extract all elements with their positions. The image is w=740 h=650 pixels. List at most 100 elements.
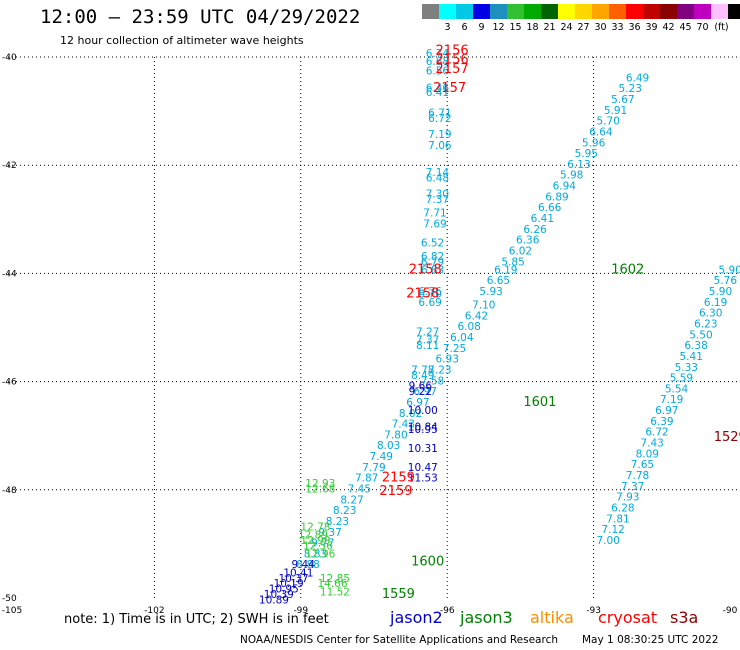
data-point-label: 7.58 xyxy=(421,375,444,387)
data-point-label: 5.96 xyxy=(582,137,606,149)
data-point-label: 6.48 xyxy=(426,172,449,184)
data-point-label: 7.45 xyxy=(348,484,371,496)
data-point-label: 10.47 xyxy=(408,462,438,474)
footer-timestamp: May 1 08:30:25 UTC 2022 xyxy=(582,634,719,646)
data-point-label: 7.37 xyxy=(426,194,449,206)
data-point-label: 6.69 xyxy=(418,297,441,309)
legend-label: 15 xyxy=(509,22,522,33)
data-point-label: 10.19 xyxy=(274,578,304,590)
x-tick-label: -96 xyxy=(440,606,455,616)
data-point-label: 2157 xyxy=(433,81,466,96)
legend-swatch xyxy=(524,4,541,19)
data-point-label: 7.37 xyxy=(416,335,439,347)
data-point-label: 8.49 xyxy=(411,370,434,382)
data-point-label: 7.19 xyxy=(428,129,451,141)
legend-swatch xyxy=(507,4,524,19)
data-point-label: 8.23 xyxy=(326,516,349,528)
data-point-label: 6.79 xyxy=(421,256,444,268)
data-point-label: 6.97 xyxy=(655,405,678,417)
legend-swatch xyxy=(592,4,609,19)
data-point-label: 10.37 xyxy=(278,573,308,585)
data-point-label: 6.82 xyxy=(421,251,444,263)
legend-label: 45 xyxy=(679,22,692,33)
legend-swatch xyxy=(575,4,592,19)
data-point-label: 6.36 xyxy=(516,235,540,247)
data-point-label: 12.68 xyxy=(305,484,335,496)
legend-label: 42 xyxy=(662,22,675,33)
data-point-label: 2159 xyxy=(382,471,415,486)
data-point-label: 7.71 xyxy=(423,208,446,220)
data-point-label: 7.80 xyxy=(384,429,407,441)
data-point-label: 5.33 xyxy=(675,362,698,374)
data-point-label: 6.52 xyxy=(421,237,444,249)
legend-swatch xyxy=(456,4,473,19)
data-point-label: 8.02 xyxy=(399,408,422,420)
data-point-label: 7.49 xyxy=(370,451,393,463)
legend-swatch xyxy=(558,4,575,19)
footer-credit: NOAA/NESDIS Center for Satellite Applica… xyxy=(240,634,558,646)
data-point-label: 9.66 xyxy=(409,381,433,393)
data-point-label: 5.90 xyxy=(709,286,732,298)
color-legend-labels: 3 6 9 12 15 18 21 24 27 30 33 36 39 42 45 70 (ft) xyxy=(422,22,730,33)
data-point-label: 10.89 xyxy=(259,594,289,606)
legend-swatch xyxy=(439,4,456,19)
legend-swatch xyxy=(541,4,558,19)
legend-label: 9 xyxy=(478,22,485,33)
legend-swatch xyxy=(728,4,740,19)
data-point-label: 7.78 xyxy=(411,364,434,376)
note-text: note: 1) Time is in UTC; 2) SWH is in fe… xyxy=(64,612,329,627)
page-subtitle: 12 hour collection of altimeter wave hei… xyxy=(60,34,304,47)
data-point-label: 6.19 xyxy=(494,264,517,276)
mission-s3a: s3a xyxy=(670,608,699,627)
data-point-label: 7.69 xyxy=(423,218,446,230)
data-point-label: 7.93 xyxy=(616,492,639,504)
data-point-label: 10.84 xyxy=(408,421,438,433)
legend-label: 70 xyxy=(696,22,709,33)
data-point-label: 5.50 xyxy=(689,329,712,341)
data-point-label: 6.72 xyxy=(428,113,451,125)
data-point-label: 6.42 xyxy=(465,310,488,322)
data-point-label: 7.43 xyxy=(640,438,663,450)
data-point-label: 11.52 xyxy=(320,586,350,598)
data-point-label: 7.65 xyxy=(631,459,654,471)
data-point-label: 5.67 xyxy=(611,94,634,106)
data-point-label: 7.78 xyxy=(626,470,649,482)
data-point-label: 6.26 xyxy=(523,224,547,236)
data-point-label: 6.56 xyxy=(426,65,450,77)
data-point-label: 2159 xyxy=(379,484,412,499)
legend-swatch xyxy=(609,4,626,19)
y-tick-label: -48 xyxy=(2,486,17,496)
data-point-label: 6.71 xyxy=(428,108,451,120)
data-point-label: 7.81 xyxy=(606,513,629,525)
data-point-label: 6.41 xyxy=(426,87,449,99)
x-tick-label: -105 xyxy=(2,606,22,616)
data-point-label: 1600 xyxy=(411,555,444,570)
data-point-label: 6.04 xyxy=(450,332,474,344)
data-point-label: 2157 xyxy=(436,62,469,77)
x-tick-label: -90 xyxy=(723,606,738,616)
mission-jason3: jason3 xyxy=(460,608,513,627)
data-point-label: 6.30 xyxy=(699,308,722,320)
legend-swatch xyxy=(694,4,711,19)
legend-swatch xyxy=(660,4,677,19)
data-point-label: 7.23 xyxy=(428,364,451,376)
data-point-label: 1529 xyxy=(714,430,740,445)
data-point-label: 5.98 xyxy=(560,170,583,182)
data-point-label: 6.13 xyxy=(567,159,590,171)
data-point-label: 5.59 xyxy=(670,373,693,385)
data-point-label: 6.83 xyxy=(421,264,444,276)
data-point-label: 6.74 xyxy=(426,48,450,60)
data-point-label: 12.89 xyxy=(298,529,328,541)
data-point-label: 6.19 xyxy=(704,297,727,309)
data-point-label: 1602 xyxy=(611,262,644,277)
data-point-label: 6.97 xyxy=(414,386,437,398)
x-tick-label: -99 xyxy=(293,606,308,616)
mission-altika: altika xyxy=(530,608,574,627)
legend-label: 18 xyxy=(526,22,539,33)
data-point-label: 5.95 xyxy=(575,148,598,160)
y-tick-label: -42 xyxy=(2,161,17,171)
data-point-label: 6.41 xyxy=(531,213,554,225)
data-point-label: 8.09 xyxy=(636,448,659,460)
data-point-label: 12.93 xyxy=(305,478,335,490)
